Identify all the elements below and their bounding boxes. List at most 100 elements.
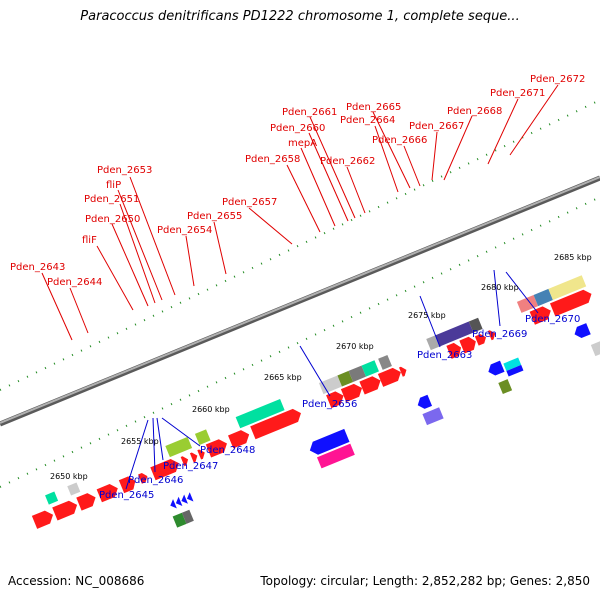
gene-label[interactable]: Pden_2648 bbox=[200, 445, 255, 456]
gene-arrow[interactable] bbox=[399, 365, 408, 377]
gene-label[interactable]: Pden_2650 bbox=[85, 214, 140, 225]
gene-label[interactable]: Pden_2653 bbox=[97, 165, 152, 176]
gene-arrow[interactable] bbox=[174, 496, 183, 508]
gene-label[interactable]: Pden_2665 bbox=[346, 102, 401, 113]
feature-box[interactable] bbox=[318, 375, 342, 395]
gene-label[interactable]: Pden_2646 bbox=[128, 475, 183, 486]
gene-arrow[interactable] bbox=[359, 374, 383, 395]
feature-box[interactable] bbox=[378, 354, 392, 370]
feature-box[interactable] bbox=[498, 379, 513, 395]
map-title: Paracoccus denitrificans PD1222 chromoso… bbox=[80, 9, 520, 24]
gene-arrow[interactable] bbox=[474, 333, 488, 346]
kbp-label: 2675 kbp bbox=[408, 311, 446, 320]
gene-label[interactable]: Pden_2662 bbox=[320, 156, 375, 167]
gene-arrow[interactable] bbox=[76, 491, 98, 511]
gene-arrow[interactable] bbox=[487, 329, 497, 341]
feature-box[interactable] bbox=[516, 294, 539, 313]
gene-arrow[interactable] bbox=[250, 407, 303, 440]
gene-arrow[interactable] bbox=[307, 428, 350, 457]
feature-box[interactable] bbox=[316, 443, 355, 469]
forward-leader-lines bbox=[41, 84, 559, 341]
gene-arrow[interactable] bbox=[185, 492, 194, 503]
feature-box[interactable] bbox=[422, 407, 444, 426]
feature-box[interactable] bbox=[361, 360, 379, 377]
gene-arrow[interactable] bbox=[150, 457, 181, 481]
gene-arrow[interactable] bbox=[180, 455, 190, 467]
gene-arrow[interactable] bbox=[228, 428, 252, 449]
gene-arrow[interactable] bbox=[205, 437, 230, 458]
reverse-gene-labels: Pden_2645 Pden_2646 Pden_2647 Pden_2648 … bbox=[99, 314, 580, 501]
gene-label[interactable]: Pden_2658 bbox=[245, 154, 300, 165]
gene-label[interactable]: Pden_2666 bbox=[372, 135, 427, 146]
feature-box[interactable] bbox=[194, 429, 211, 445]
gene-label[interactable]: Pden_2660 bbox=[270, 123, 325, 134]
feature-box[interactable] bbox=[235, 398, 285, 429]
feature-box[interactable] bbox=[590, 340, 600, 357]
gene-label[interactable]: Pden_2651 bbox=[84, 194, 139, 205]
gene-arrow[interactable] bbox=[529, 304, 554, 325]
kbp-label: 2685 kbp bbox=[554, 253, 592, 262]
gene-label[interactable]: Pden_2645 bbox=[99, 490, 154, 501]
feature-box[interactable] bbox=[348, 365, 367, 382]
gene-arrow[interactable] bbox=[377, 366, 404, 387]
gene-arrow[interactable] bbox=[549, 287, 594, 317]
gene-label[interactable]: Pden_2643 bbox=[10, 262, 65, 273]
accession-text: Accession: NC_008686 bbox=[8, 574, 145, 588]
gene-label[interactable]: Pden_2654 bbox=[157, 225, 212, 236]
gene-arrow[interactable] bbox=[189, 451, 199, 463]
backbone-highlight bbox=[0, 176, 600, 424]
kbp-labels: 2650 kbp 2655 kbp 2660 kbp 2665 kbp 2670… bbox=[50, 253, 592, 481]
feature-box[interactable] bbox=[181, 509, 194, 524]
gene-label[interactable]: Pden_2655 bbox=[187, 211, 242, 222]
gene-label[interactable]: Pden_2669 bbox=[472, 329, 527, 340]
feature-box[interactable] bbox=[548, 275, 587, 301]
gene-label[interactable]: Pden_2667 bbox=[409, 121, 464, 132]
gene-label[interactable]: Pden_2670 bbox=[525, 314, 580, 325]
gene-arrow[interactable] bbox=[340, 382, 365, 403]
gene-arrow[interactable] bbox=[572, 323, 591, 340]
gene-arrow[interactable] bbox=[326, 389, 346, 409]
gene-label[interactable]: Pden_2663 bbox=[417, 350, 472, 361]
gene-label[interactable]: Pden_2664 bbox=[340, 115, 395, 126]
feature-box[interactable] bbox=[468, 317, 483, 333]
gene-label[interactable]: fliF bbox=[82, 235, 97, 246]
gene-label[interactable]: Pden_2657 bbox=[222, 197, 277, 208]
gene-label[interactable]: fliP bbox=[106, 180, 121, 191]
feature-box[interactable] bbox=[533, 288, 553, 307]
feature-box[interactable] bbox=[503, 357, 522, 371]
gene-arrow[interactable] bbox=[459, 335, 478, 354]
forward-arrows bbox=[31, 287, 594, 529]
gene-arrow[interactable] bbox=[138, 471, 149, 484]
gene-arrow[interactable] bbox=[96, 482, 121, 503]
gene-label[interactable]: mepA bbox=[288, 138, 317, 149]
gene-arrow[interactable] bbox=[446, 341, 463, 359]
feature-track bbox=[31, 275, 600, 529]
reverse-features bbox=[168, 323, 600, 528]
gene-label[interactable]: Pden_2672 bbox=[530, 74, 585, 85]
forward-features bbox=[45, 275, 587, 505]
feature-box[interactable] bbox=[165, 436, 193, 458]
feature-box[interactable] bbox=[435, 321, 474, 347]
gene-label[interactable]: Pden_2656 bbox=[302, 399, 357, 410]
kbp-label: 2655 kbp bbox=[121, 437, 159, 446]
gene-arrow[interactable] bbox=[168, 499, 177, 510]
gene-arrow[interactable] bbox=[31, 508, 56, 529]
gene-arrow[interactable] bbox=[415, 394, 433, 411]
gene-label[interactable]: Pden_2671 bbox=[490, 88, 545, 99]
feature-box[interactable] bbox=[337, 370, 354, 387]
gene-arrow[interactable] bbox=[52, 498, 80, 521]
feature-box[interactable] bbox=[172, 512, 187, 528]
forward-gene-labels: Pden_2643 Pden_2644 fliF Pden_2650 Pden_… bbox=[10, 74, 585, 288]
gene-label[interactable]: Pden_2644 bbox=[47, 277, 102, 288]
gene-label[interactable]: Pden_2661 bbox=[282, 107, 337, 118]
feature-box[interactable] bbox=[506, 364, 524, 377]
gene-label[interactable]: Pden_2668 bbox=[447, 106, 502, 117]
feature-box[interactable] bbox=[45, 491, 59, 505]
gene-arrow[interactable] bbox=[197, 448, 206, 460]
kbp-label: 2650 kbp bbox=[50, 472, 88, 481]
feature-box[interactable] bbox=[67, 482, 81, 496]
gene-arrow[interactable] bbox=[486, 360, 505, 378]
kbp-label: 2665 kbp bbox=[264, 373, 302, 382]
gene-arrow[interactable] bbox=[180, 494, 188, 506]
gene-label[interactable]: Pden_2647 bbox=[163, 461, 218, 472]
